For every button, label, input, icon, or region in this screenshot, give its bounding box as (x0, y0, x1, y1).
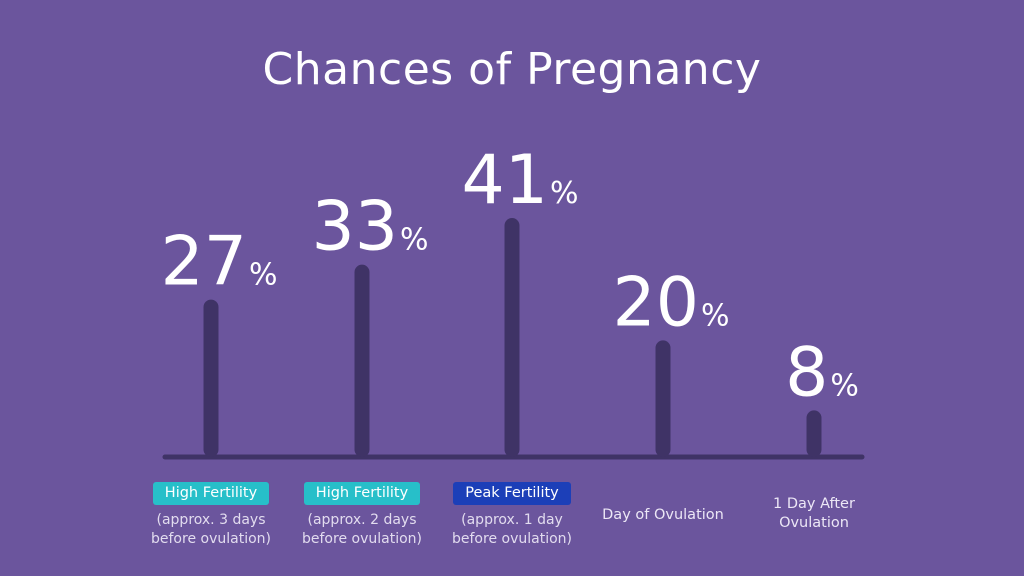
category-label-0: High Fertility (approx. 3 days before ovul… (126, 482, 296, 549)
category-sub-0-1: before ovulation) (151, 531, 271, 547)
category-sub-2-1: before ovulation) (452, 531, 572, 547)
category-label-1: High Fertility (approx. 2 days before ovul… (277, 482, 447, 549)
category-label-2: Peak Fertility (approx. 1 day before ovula… (427, 482, 597, 549)
fertility-badge-1: High Fertility (303, 482, 421, 505)
category-sub-1-1: before ovulation) (302, 531, 422, 547)
value-label-3: 20% (612, 263, 729, 342)
category-text-4-0: 1 Day After (773, 496, 855, 512)
category-text-3-0: Day of Ovulation (602, 507, 724, 523)
category-label-4: 1 Day After Ovulation (729, 495, 899, 533)
category-sub-1-0: (approx. 2 days (307, 512, 417, 528)
bar-2 (504, 218, 520, 457)
category-text-4-1: Ovulation (779, 515, 849, 531)
value-label-2: 41% (461, 141, 578, 220)
bar-0 (203, 299, 219, 457)
bar-1 (354, 264, 370, 457)
category-sub-0-0: (approx. 3 days (156, 512, 266, 528)
bar-4 (806, 410, 822, 457)
value-label-0: 27% (160, 223, 277, 302)
value-label-1: 33% (311, 188, 428, 267)
chart-title: Chances of Pregnancy (262, 44, 762, 95)
value-label-4: 8% (785, 333, 859, 412)
category-label-3: Day of Ovulation (578, 506, 748, 525)
category-sub-2-0: (approx. 1 day (461, 512, 563, 528)
fertility-badge-2: Peak Fertility (453, 482, 571, 505)
bar-3 (655, 340, 671, 457)
fertility-badge-0: High Fertility (152, 482, 270, 505)
